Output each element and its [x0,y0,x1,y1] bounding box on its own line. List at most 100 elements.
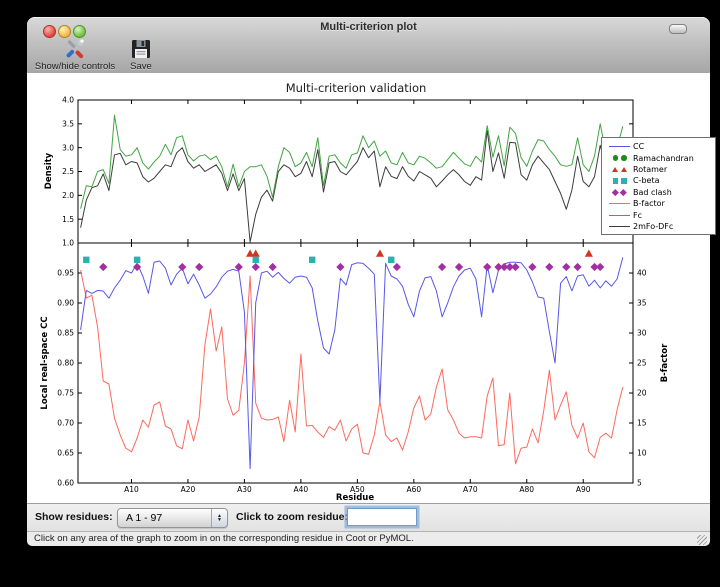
cc-tick-label: 0.90 [57,299,74,308]
legend-label: Fc [633,210,642,220]
top-panel-frame [77,99,634,244]
legend-entry: Bad clash [606,187,712,198]
legend: CC Ramachandran Rotamer C-beta Bad clash B-fa… [601,137,716,236]
density-tick-label: 4.0 [62,96,74,105]
bad-clash-marker [500,262,509,272]
bad-clash-marker [511,262,520,272]
cc-tick-label: 0.60 [57,479,74,488]
x-tick-label: A50 [350,485,365,494]
bad-clash-marker [483,262,492,272]
zoom-residue-label: Click to zoom residue: [236,511,349,523]
ramachandran-legend-icon [606,155,633,161]
x-tick-label: A30 [237,485,252,494]
plot-figure[interactable]: Multi-criterion validation Density Local… [27,73,716,503]
bfactor-tick-label: 25 [637,359,647,368]
legend-entry: C-beta [606,175,712,186]
b-factor-legend-icon [606,203,633,205]
stepper-arrows-icon[interactable]: ▲ ▼ [211,509,227,527]
bad-clash-marker [454,262,464,272]
show-hide-controls-button[interactable]: Show/hide controls [30,38,120,72]
legend-entry: Rotamer [606,164,712,175]
close-button[interactable] [43,25,56,38]
x-tick-label: A20 [181,485,196,494]
status-bar: Click on any area of the graph to zoom i… [27,531,710,546]
bfactor-tick-label: 35 [637,299,647,308]
cbeta-marker [308,256,316,264]
bfactor-tick-label: 20 [637,389,647,398]
zoom-residue-input[interactable] [347,508,417,526]
legend-label: 2mFo-DFc [633,221,674,231]
fc-legend-icon [606,214,633,216]
show-hide-controls-label: Show/hide controls [34,61,116,72]
x-tick-label: A10 [124,485,139,494]
control-bar: Show residues: A 1 - 97 ▲ ▼ Click to zoo… [27,503,710,531]
density-tick-label: 2.5 [62,167,74,176]
minimize-button[interactable] [58,25,71,38]
x-tick-label: A90 [576,485,591,494]
x-tick-label: A80 [519,485,534,494]
series-bfactor [80,269,624,465]
bfactor-tick-label: 40 [637,269,647,278]
save-button[interactable]: Save [119,38,163,72]
cc-tick-label: 0.75 [57,389,74,398]
cc-tick-label: 0.95 [57,269,74,278]
legend-label: CC [633,142,645,152]
bfactor-tick-label: 10 [637,449,647,458]
resize-grip-icon[interactable] [697,535,707,545]
density-tick-label: 1.5 [62,215,74,224]
rotamer-legend-icon [606,166,633,172]
legend-label: B-factor [633,199,665,209]
2mfo-dfc-legend-icon [606,225,633,227]
bad-clash-marker [545,262,554,272]
zoom-button[interactable] [73,25,86,38]
bad-clash-marker [562,262,571,272]
bad-clash-marker [195,262,204,272]
plot-body[interactable]: A10 A20 A30 A40 A50 A60 A70 A80 A90 1.0 1.5 2.0 2.5 3… [57,96,646,494]
show-residues-label: Show residues: [35,511,113,523]
bfactor-tick-label: 15 [637,419,647,428]
bad-clash-marker [596,262,605,272]
bad-clash-legend-icon [606,189,633,196]
bad-clash-marker [178,262,187,272]
legend-label: Bad clash [633,187,672,197]
title-bar[interactable]: Multi-criterion plot [27,17,710,38]
c-beta-legend-icon [606,178,633,184]
bad-clash-marker [392,262,401,272]
bad-clash-marker [251,262,260,272]
status-text: Click on any area of the graph to zoom i… [34,533,414,544]
rotamer-marker [246,249,255,257]
bad-clash-marker [528,262,537,272]
series-2mfo-dfc [80,130,624,243]
cbeta-marker [133,256,141,264]
bad-clash-marker [336,262,345,272]
window-title: Multi-criterion plot [320,21,417,33]
multi-criterion-plot[interactable]: Multi-criterion validation Density Local… [27,73,710,503]
residue-range-select[interactable]: A 1 - 97 ▲ ▼ [117,508,228,528]
window-chrome: Multi-criterion plot Show/hide controls [27,17,710,74]
tools-icon [30,38,120,60]
toolbar-toggle-pill[interactable] [669,24,687,34]
residue-axis-label: Residue [336,493,374,503]
bottom-panel-frame [77,242,634,484]
density-axis-label: Density [44,152,54,189]
x-tick-label: A70 [463,485,478,494]
bad-clash-marker [494,262,503,272]
cc-tick-label: 0.70 [57,419,74,428]
bad-clash-marker [505,262,514,272]
rotamer-marker [584,249,593,257]
legend-entry: CC [606,141,712,152]
plot-title: Multi-criterion validation [286,81,427,95]
multi-criterion-plot-window: Multi-criterion plot Show/hide controls [27,17,716,546]
bad-clash-marker [573,262,582,272]
bad-clash-marker [133,262,142,272]
save-button-label: Save [130,61,152,72]
save-icon [119,38,163,60]
series-cc [80,257,624,470]
bad-clash-marker [268,262,277,272]
bfactor-tick-label: 30 [637,329,647,338]
cbeta-marker [252,256,259,264]
cbeta-marker [388,256,395,264]
density-tick-label: 1.0 [62,239,74,248]
density-tick-label: 2.0 [62,191,74,200]
